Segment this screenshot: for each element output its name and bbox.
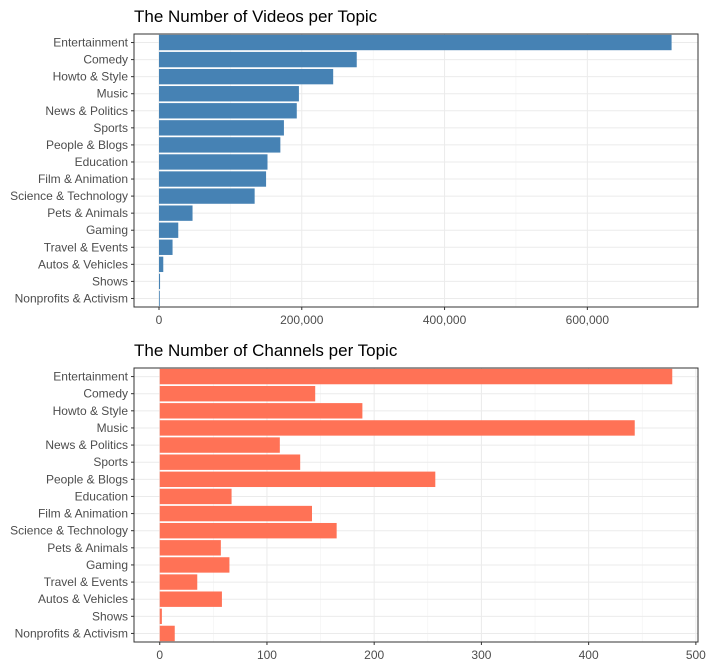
category-label: People & Blogs <box>46 472 128 486</box>
x-tick-label: 500 <box>686 648 706 662</box>
category-label: Travel & Events <box>44 575 128 589</box>
x-tick-label: 0 <box>156 313 163 327</box>
category-label: Entertainment <box>53 370 128 384</box>
bar <box>158 222 179 238</box>
x-tick-label: 100 <box>257 648 277 662</box>
category-label: Nonprofits & Activism <box>15 291 128 305</box>
category-label: Film & Animation <box>38 507 128 521</box>
bar <box>158 205 193 221</box>
bar <box>159 488 232 505</box>
bar <box>159 522 337 539</box>
bar <box>159 368 673 385</box>
category-label: News & Politics <box>45 438 128 452</box>
category-label: People & Blogs <box>46 138 128 152</box>
category-label: Science & Technology <box>10 524 128 538</box>
x-tick-label: 600,000 <box>566 313 610 327</box>
bar <box>158 154 268 170</box>
bar <box>158 171 267 187</box>
chart-title: The Number of Videos per Topic <box>134 7 378 26</box>
category-label: News & Politics <box>45 104 128 118</box>
bar <box>159 608 162 625</box>
category-label: Autos & Vehicles <box>38 592 128 606</box>
category-label: Entertainment <box>53 36 128 50</box>
bar <box>158 51 357 68</box>
x-tick-label: 200 <box>364 648 384 662</box>
category-label: Travel & Events <box>44 240 128 254</box>
category-label: Music <box>97 87 128 101</box>
x-tick-label: 400,000 <box>423 313 467 327</box>
category-label: Autos & Vehicles <box>38 257 128 271</box>
bar <box>159 403 363 419</box>
x-tick-label: 300 <box>471 648 491 662</box>
category-label: Howto & Style <box>53 70 129 84</box>
bar <box>159 540 221 556</box>
category-label: Film & Animation <box>38 172 128 186</box>
chart-panel-1: The Number of Videos per Topic Entertainm… <box>10 7 699 327</box>
category-label: Comedy <box>83 53 128 67</box>
bar <box>158 120 284 136</box>
category-label: Nonprofits & Activism <box>15 626 128 640</box>
bar <box>158 103 297 119</box>
category-label: Howto & Style <box>53 404 129 418</box>
bar <box>159 625 175 642</box>
panel-border <box>133 33 699 308</box>
bar <box>159 385 316 402</box>
bar <box>158 137 281 153</box>
bar <box>158 290 160 307</box>
category-label: Gaming <box>86 223 128 237</box>
x-tick-label: 200,000 <box>280 313 324 327</box>
bar <box>159 557 230 573</box>
bar <box>158 273 161 290</box>
panel-border <box>133 367 699 643</box>
category-label: Pets & Animals <box>47 206 128 220</box>
category-label: Sports <box>93 455 128 469</box>
category-label: Education <box>75 155 128 169</box>
chart-panel-2: The Number of Channels per Topic Entertai… <box>10 341 706 662</box>
category-label: Education <box>75 489 128 503</box>
bar <box>158 239 173 255</box>
category-label: Pets & Animals <box>47 541 128 555</box>
bar <box>158 34 672 51</box>
category-label: Science & Technology <box>10 189 128 203</box>
category-label: Sports <box>93 121 128 135</box>
bar <box>159 420 635 436</box>
bar <box>159 471 436 488</box>
category-label: Comedy <box>83 387 128 401</box>
bar <box>159 505 312 522</box>
x-tick-label: 0 <box>156 648 163 662</box>
bar <box>159 591 222 607</box>
bar <box>159 437 280 453</box>
bar <box>158 86 299 102</box>
bar <box>158 68 334 85</box>
category-label: Gaming <box>86 558 128 572</box>
bar <box>158 188 255 204</box>
bar <box>159 574 198 590</box>
category-label: Shows <box>92 609 128 623</box>
category-label: Music <box>97 421 128 435</box>
bar <box>158 256 164 273</box>
bar <box>159 454 301 470</box>
x-tick-label: 400 <box>579 648 599 662</box>
category-label: Shows <box>92 274 128 288</box>
chart-title: The Number of Channels per Topic <box>134 341 398 360</box>
